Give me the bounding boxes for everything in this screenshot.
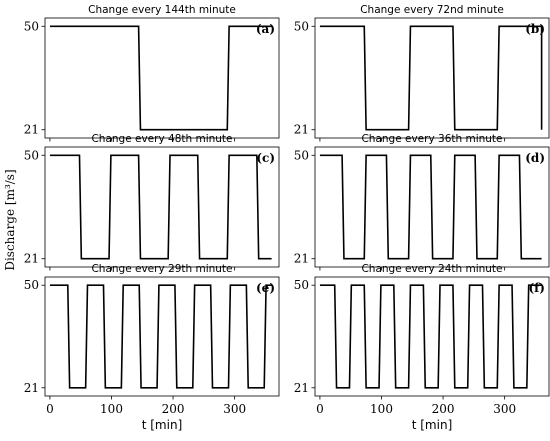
y-tick-label: 21 bbox=[24, 252, 39, 266]
x-axis-label-left: t [min] bbox=[142, 418, 183, 432]
y-tick-label: 50 bbox=[24, 278, 39, 292]
panel-d: Change every 36th minute (d) 21 50 bbox=[294, 133, 550, 271]
discharge-series-line bbox=[49, 284, 272, 389]
x-tick-label: 100 bbox=[370, 402, 393, 416]
x-tick-label: 300 bbox=[223, 402, 246, 416]
panel-title: Change every 24th minute bbox=[361, 263, 502, 275]
discharge-series-line bbox=[319, 284, 542, 389]
discharge-series-line bbox=[49, 25, 272, 131]
x-axis-label-right: t [min] bbox=[412, 418, 453, 432]
y-tick-label: 21 bbox=[294, 252, 309, 266]
y-tick-label: 21 bbox=[294, 123, 309, 137]
discharge-series-line bbox=[49, 154, 272, 260]
panel-title: Change every 29th minute bbox=[91, 263, 232, 275]
panel-title: Change every 36th minute bbox=[361, 133, 502, 145]
y-tick-label: 50 bbox=[294, 278, 309, 292]
panel-label: (c) bbox=[256, 151, 275, 165]
axes-frame bbox=[44, 276, 280, 397]
y-tick-label: 50 bbox=[24, 19, 39, 33]
panel-label: (f) bbox=[528, 281, 545, 295]
axes-frame bbox=[314, 276, 550, 397]
panel-label: (d) bbox=[525, 151, 545, 165]
x-tick-label: 300 bbox=[493, 402, 516, 416]
discharge-series-line bbox=[319, 154, 542, 260]
axes-frame bbox=[314, 146, 550, 268]
y-tick-label: 21 bbox=[24, 381, 39, 395]
x-tick-label: 200 bbox=[162, 402, 185, 416]
y-tick-label: 50 bbox=[294, 19, 309, 33]
axes-frame bbox=[44, 146, 280, 268]
panel-a: Change every 144th minute (a) 21 50 bbox=[24, 4, 280, 142]
x-tick-label: 200 bbox=[432, 402, 455, 416]
y-axis-label: Discharge [m³/s] bbox=[3, 169, 17, 270]
axes-frame bbox=[44, 17, 280, 139]
discharge-series-line bbox=[319, 25, 543, 131]
panel-title: Change every 48th minute bbox=[91, 133, 232, 145]
x-tick-label: 100 bbox=[100, 402, 123, 416]
x-tick-label: 0 bbox=[46, 402, 54, 416]
panel-title: Change every 144th minute bbox=[88, 4, 236, 16]
panel-label: (a) bbox=[256, 22, 275, 36]
panel-title: Change every 72nd minute bbox=[360, 4, 504, 16]
y-tick-label: 21 bbox=[294, 381, 309, 395]
x-tick-label: 0 bbox=[316, 402, 324, 416]
panel-c: Change every 48th minute (c) 21 50 bbox=[24, 133, 280, 271]
y-tick-label: 50 bbox=[24, 148, 39, 162]
y-tick-label: 21 bbox=[24, 123, 39, 137]
panel-f: Change every 24th minute (f) 21 50 0 100 200 30… bbox=[294, 263, 550, 416]
axes-frame bbox=[314, 17, 550, 139]
y-tick-label: 50 bbox=[294, 148, 309, 162]
